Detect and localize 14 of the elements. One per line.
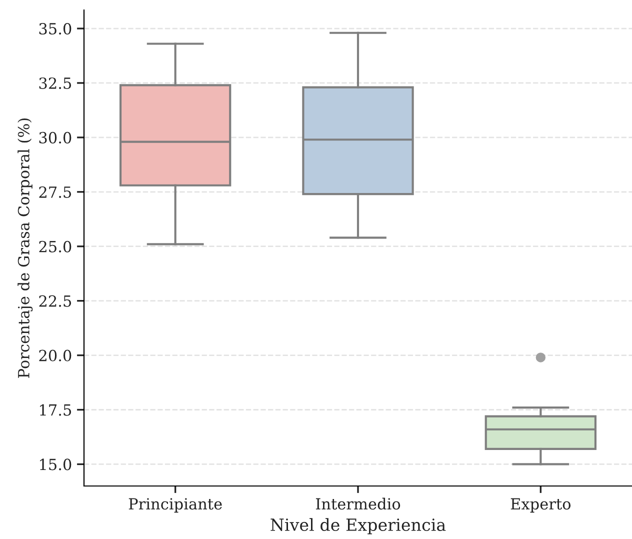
y-tick-label: 15.0	[40, 458, 72, 470]
x-tick-label: Experto	[510, 498, 571, 513]
x-axis-title: Nivel de Experiencia	[270, 518, 446, 534]
y-tick-label: 25.0	[39, 240, 72, 252]
y-tick-label: 20.0	[39, 350, 72, 362]
y-tick-label: 35.0	[39, 22, 72, 35]
y-tick-label: 32.5	[39, 77, 72, 89]
y-axis-title: Porcentaje de Grasa Corporal (%)	[18, 118, 33, 378]
x-tick-label: Principiante	[128, 498, 222, 513]
y-tick-label: 22.5	[39, 295, 72, 307]
y-tick-label: 27.5	[39, 186, 72, 198]
y-tick-label: 17.5	[40, 404, 72, 416]
y-tick-label: 30.0	[39, 132, 72, 144]
x-tick-label: Intermedio	[316, 498, 400, 510]
